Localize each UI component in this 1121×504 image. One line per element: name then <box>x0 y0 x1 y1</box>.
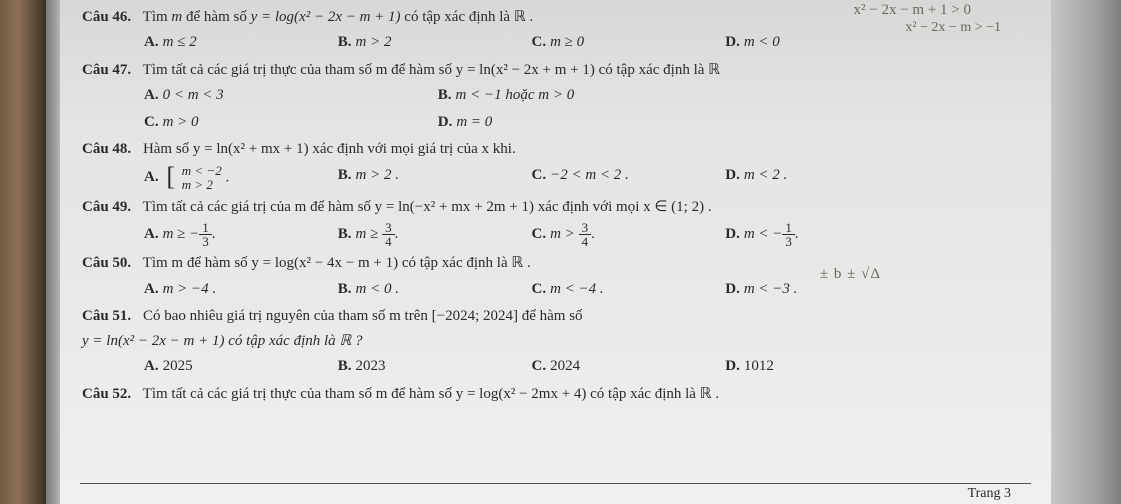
options-row: A. [ m < −2 m > 2 . B.m > 2 . C.−2 < m <… <box>144 164 1031 193</box>
option-d: D.m = 0 <box>438 111 728 134</box>
question-52: Câu 52. Tìm tất cả các giá trị thực của … <box>82 383 1031 406</box>
question-47: Câu 47. Tìm tất cả các giá trị thực của … <box>82 59 1031 135</box>
exam-paper: Câu 46. Tìm m để hàm số y = log(x² − 2x … <box>60 0 1051 504</box>
option-d: D.m < 2 . <box>725 164 915 187</box>
option-b: B.m < −1 hoặc m > 0 <box>438 84 728 107</box>
option-b: B.m ≥ 34. <box>338 221 528 248</box>
right-paper-curl <box>1051 0 1121 504</box>
bracket-icon: [ <box>166 167 175 188</box>
question-label: Câu 52. <box>82 386 131 402</box>
option-c: C.2024 <box>532 355 722 378</box>
options-row: A.0 < m < 3 B.m < −1 hoặc m > 0 <box>144 84 1031 107</box>
option-a: A.m ≥ −13. <box>144 221 334 248</box>
options-row: A.m ≤ 2 B.m > 2 C.m ≥ 0 D.m < 0 <box>144 31 1031 54</box>
option-c: C.m > 34. <box>532 221 722 248</box>
question-label: Câu 50. <box>82 255 131 271</box>
option-a: A.0 < m < 3 <box>144 84 434 107</box>
question-stem: Tìm m để hàm số y = log(x² − 4x − m + 1)… <box>143 255 531 271</box>
option-c: C.m ≥ 0 <box>532 31 722 54</box>
question-stem: Tìm tất cả các giá trị thực của tham số … <box>143 386 719 402</box>
question-stem: Tìm tất cả các giá trị của m để hàm số y… <box>143 199 712 215</box>
option-d: D.1012 <box>725 355 915 378</box>
question-stem-line1: Có bao nhiêu giá trị nguyên của tham số … <box>143 308 583 324</box>
option-a: A. [ m < −2 m > 2 . <box>144 164 334 193</box>
question-50: Câu 50. Tìm m để hàm số y = log(x² − 4x … <box>82 252 1031 301</box>
option-b: B.m > 2 <box>338 31 528 54</box>
paper-shadow <box>46 0 60 504</box>
question-48: Câu 48. Hàm số y = ln(x² + mx + 1) xác đ… <box>82 138 1031 192</box>
question-label: Câu 49. <box>82 199 131 215</box>
question-label: Câu 47. <box>82 62 131 78</box>
question-49: Câu 49. Tìm tất cả các giá trị của m để … <box>82 196 1031 248</box>
option-d: D.m < −13. <box>725 221 915 248</box>
option-a: A.2025 <box>144 355 334 378</box>
question-label: Câu 51. <box>82 308 131 324</box>
option-c: C.m > 0 <box>144 111 434 134</box>
question-stem: Tìm m để hàm số y = log(x² − 2x − m + 1)… <box>143 9 534 25</box>
question-label: Câu 48. <box>82 141 131 157</box>
question-stem: Tìm tất cả các giá trị thực của tham số … <box>143 62 720 78</box>
left-desk-bevel <box>0 0 46 504</box>
option-d: D.m < 0 <box>725 31 915 54</box>
handwritten-note-2: x² − 2x − m > −1 <box>905 20 1001 36</box>
option-c: C.−2 < m < 2 . <box>532 164 722 187</box>
option-b: B.m < 0 . <box>338 278 528 301</box>
question-label: Câu 46. <box>82 9 131 25</box>
page-footer: Trang 3 <box>968 486 1011 502</box>
handwritten-note-3: ± b ± √Δ <box>820 266 881 283</box>
options-row: C.m > 0 D.m = 0 <box>144 111 1031 134</box>
question-stem: Hàm số y = ln(x² + mx + 1) xác định với … <box>143 141 516 157</box>
option-c: C.m < −4 . <box>532 278 722 301</box>
footer-rule <box>80 483 1031 484</box>
option-b: B.2023 <box>338 355 528 378</box>
options-row: A.m ≥ −13. B.m ≥ 34. C.m > 34. D.m < −13… <box>144 221 1031 248</box>
question-stem-line2: y = ln(x² − 2x − m + 1) có tập xác định … <box>82 330 1031 353</box>
handwritten-note-1: x² − 2x − m + 1 > 0 <box>853 2 971 19</box>
option-a: A.m > −4 . <box>144 278 334 301</box>
options-row: A.m > −4 . B.m < 0 . C.m < −4 . D.m < −3… <box>144 278 1031 301</box>
options-row: A.2025 B.2023 C.2024 D.1012 <box>144 355 1031 378</box>
question-51: Câu 51. Có bao nhiêu giá trị nguyên của … <box>82 305 1031 379</box>
option-b: B.m > 2 . <box>338 164 528 187</box>
option-a: A.m ≤ 2 <box>144 31 334 54</box>
